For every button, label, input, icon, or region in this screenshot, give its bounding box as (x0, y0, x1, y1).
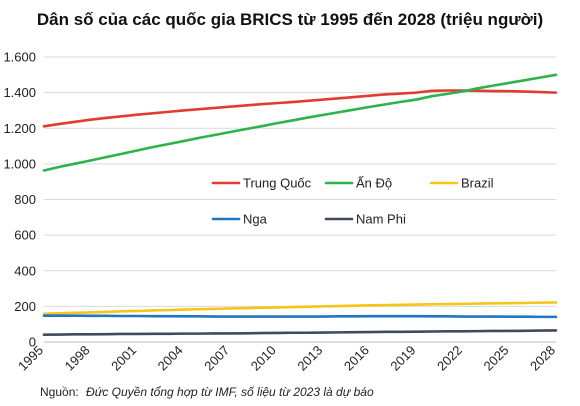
legend-label: Ấn Độ (356, 176, 392, 191)
series-line-Nga (42, 314, 558, 319)
y-tick-label: 800 (14, 192, 36, 207)
y-tick-label: 400 (14, 263, 36, 278)
y-tick-label: 0 (29, 335, 36, 350)
series-lines (42, 73, 558, 336)
y-tick-label: 1.200 (3, 121, 36, 136)
x-tick-label: 1995 (15, 343, 46, 374)
x-tick-label: 2001 (108, 343, 139, 374)
x-tick-label: 2010 (248, 343, 279, 374)
source-note: Nguồn: Đức Quyền tổng hợp từ IMF, số liệ… (40, 385, 374, 399)
series-line-Trung Quốc (42, 89, 558, 128)
x-tick-label: 2022 (434, 343, 465, 374)
x-tick-label: 2016 (341, 343, 372, 374)
legend-label: Trung Quốc (243, 176, 312, 191)
series-line-Nam Phi (42, 329, 558, 336)
grid-lines (44, 56, 556, 343)
legend-label: Brazil (461, 176, 494, 191)
y-tick-label: 200 (14, 299, 36, 314)
y-tick-label: 1.600 (3, 50, 36, 65)
source-text: Đức Quyền tổng hợp từ IMF, số liệu từ 20… (86, 385, 374, 399)
x-tick-label: 2004 (155, 343, 186, 374)
chart-title: Dân số của các quốc gia BRICS từ 1995 đế… (37, 10, 543, 29)
series-line-Brazil (42, 301, 558, 316)
series-line-Ấn Độ (42, 73, 558, 172)
x-tick-label: 2019 (387, 343, 418, 374)
x-tick-label: 2013 (294, 343, 325, 374)
x-tick-label: 2007 (201, 343, 232, 374)
y-tick-label: 1.400 (3, 85, 36, 100)
legend: Trung Quốc Ấn Độ Brazil Nga Nam Phi (211, 176, 494, 227)
y-tick-label: 1.000 (3, 156, 36, 171)
source-label: Nguồn: (40, 385, 79, 399)
legend-label: Nam Phi (356, 212, 406, 227)
x-tick-label: 1998 (62, 343, 93, 374)
legend-label: Nga (243, 212, 268, 227)
x-tick-label: 2025 (481, 343, 512, 374)
x-axis-ticks: 1995 1998 2001 2004 2007 2010 2013 2016 2019 2022… (15, 343, 558, 374)
x-tick-label: 2028 (527, 343, 558, 374)
y-axis-ticks: 0 200 400 600 800 1.000 1.200 1.400 1.600 (3, 50, 36, 350)
y-tick-label: 600 (14, 228, 36, 243)
